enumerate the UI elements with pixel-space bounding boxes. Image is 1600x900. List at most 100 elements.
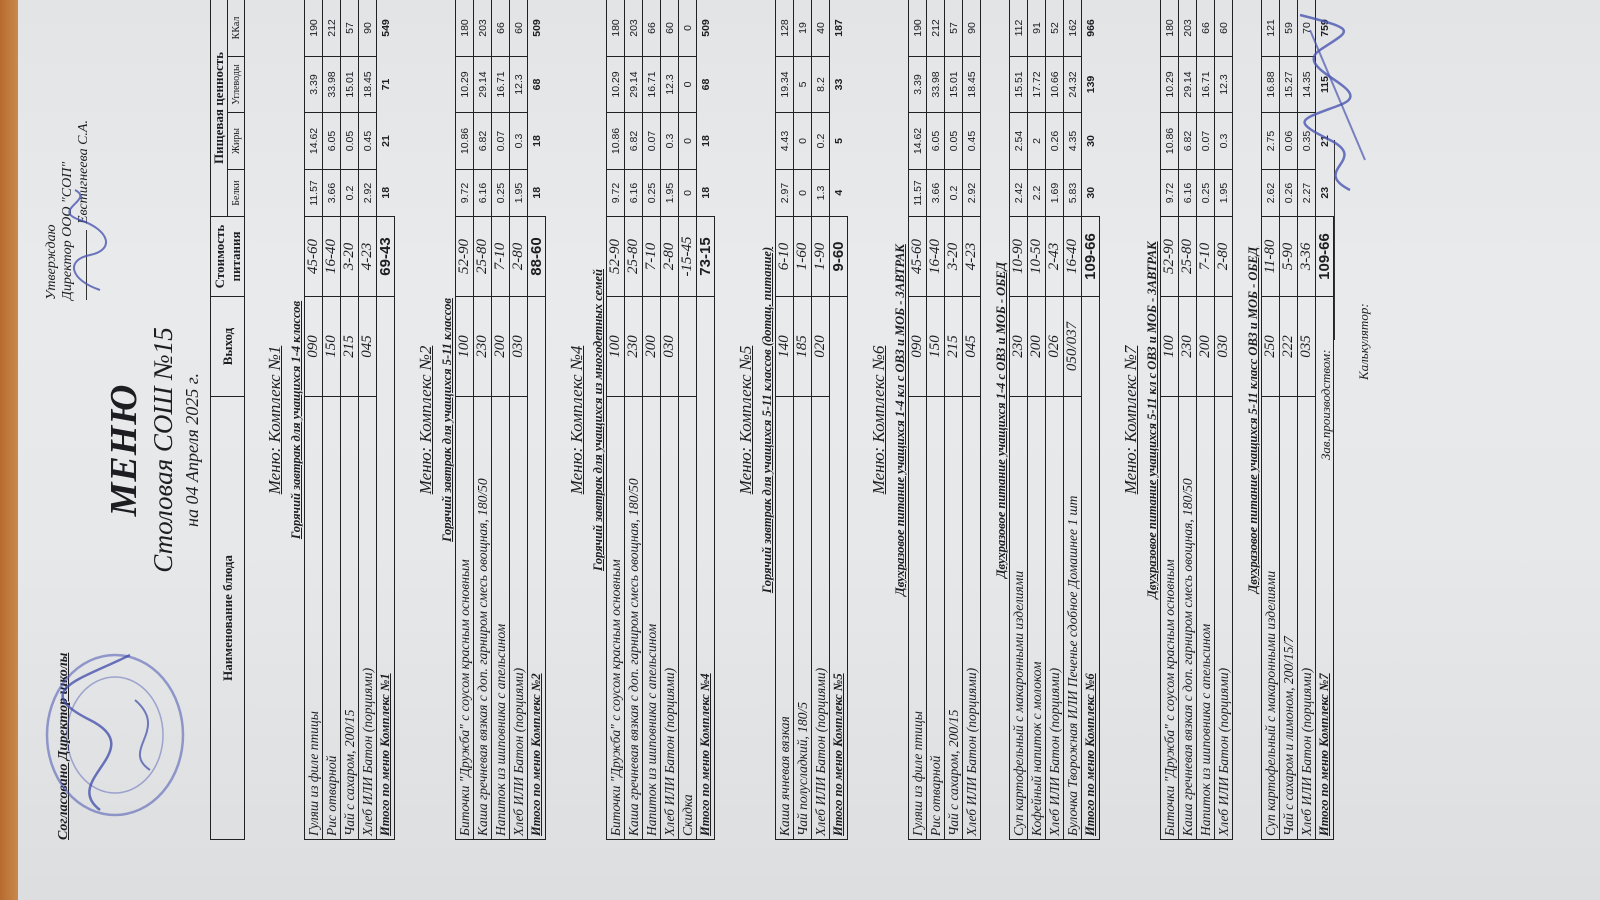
table-row: Чай полусладкий, 180/5 185 1-60 0 0 5 19 bbox=[793, 0, 812, 840]
table-row: Хлеб ИЛИ Батон (порциями) 045 4-23 2.92 0.45… bbox=[358, 0, 377, 840]
dish-output: 026 bbox=[1045, 296, 1064, 397]
dish-kcal: 203 bbox=[1178, 0, 1197, 57]
section-subtitle-text: Двухразовое питание учащихся 1-4 с ОВЗ и… bbox=[994, 261, 1008, 579]
dish-fat: 0.07 bbox=[491, 112, 510, 170]
dish-fat: 10.86 bbox=[606, 112, 625, 170]
menu-items-table: Каша ячневая вязкая 140 6-10 2.97 4.43 19.34 1… bbox=[775, 0, 848, 840]
dish-name: Хлеб ИЛИ Батон (порциями) bbox=[962, 396, 981, 840]
dish-output: 185 bbox=[793, 296, 812, 397]
table-row: Гуляш из филе птицы 090 45-60 11.57 14.62 3.3… bbox=[304, 0, 323, 840]
dish-cost: 7-10 bbox=[491, 216, 510, 297]
dish-fat: 10.86 bbox=[455, 112, 474, 170]
dish-name: Чай с сахаром, 200/15 bbox=[340, 396, 359, 840]
section-subtitle-text: Горячий завтрак для учащихся из многодет… bbox=[591, 269, 605, 572]
total-carbs: 68 bbox=[699, 78, 712, 91]
table-row: Булочка Творожная ИЛИ Печенье сдобное До… bbox=[1063, 0, 1082, 840]
table-row: Суп картофельный с макаронными изделиями… bbox=[1261, 0, 1280, 840]
dish-fat: 2.75 bbox=[1261, 112, 1280, 170]
total-label: Итого по меню Комплекс №1 bbox=[376, 296, 395, 840]
section-subtitle: Горячий завтрак для учащихся из многодет… bbox=[590, 0, 606, 840]
dish-protein: 1.3 bbox=[811, 169, 830, 217]
dish-protein: 0 bbox=[678, 169, 697, 217]
section-subtitle: Двухразовое питание учащихся 1-4 с ОВЗ и… bbox=[981, 0, 1009, 840]
table-row: Биточки "Дружба" с соусом красным основн… bbox=[455, 0, 474, 840]
dish-carbs: 19.34 bbox=[775, 56, 794, 113]
dish-protein: 0.25 bbox=[642, 169, 661, 217]
dish-carbs: 16.71 bbox=[642, 56, 661, 113]
table-row: Каша ячневая вязкая 140 6-10 2.97 4.43 19.34 1… bbox=[775, 0, 794, 840]
header-fat: Жиры bbox=[227, 112, 245, 170]
total-row: Итого по меню Комплекс №1 69-43 18 21 71 549 bbox=[376, 0, 395, 840]
dish-output: 230 bbox=[1178, 296, 1197, 397]
total-row: Итого по меню Комплекс №6 109-66 30 30 139 96… bbox=[1081, 0, 1100, 840]
header-carbs: Углеводы bbox=[227, 56, 245, 113]
dish-fat: 4.43 bbox=[775, 112, 794, 170]
dish-cost: 2-80 bbox=[660, 216, 679, 297]
dish-name: Кофейный напиток с молоком bbox=[1027, 396, 1046, 840]
table-row: Напиток из шиповника с апельсином 200 7-10… bbox=[491, 0, 510, 840]
dish-carbs: 29.14 bbox=[624, 56, 643, 113]
dish-name: Хлеб ИЛИ Батон (порциями) bbox=[358, 396, 377, 840]
dish-name: Хлеб ИЛИ Батон (порциями) bbox=[1297, 396, 1316, 840]
total-kcal: 549 bbox=[379, 19, 392, 37]
dish-carbs: 3.39 bbox=[304, 56, 323, 113]
dish-carbs: 16.71 bbox=[1196, 56, 1215, 113]
dish-protein: 2.42 bbox=[1009, 169, 1028, 217]
dish-fat: 0.3 bbox=[509, 112, 528, 170]
dish-protein: 2.92 bbox=[962, 169, 981, 217]
dish-cost: 10-50 bbox=[1027, 216, 1046, 297]
dish-name: Биточки "Дружба" с соусом красным основн… bbox=[455, 396, 474, 840]
menu-items-table: Гуляш из филе птицы 090 45-60 11.57 14.62 3.3… bbox=[304, 0, 395, 840]
dish-cost: 1-60 bbox=[793, 216, 812, 297]
dish-protein: 0.25 bbox=[491, 169, 510, 217]
menu-items-table: Гуляш из филе птицы 090 45-60 11.57 14.62 3.3… bbox=[908, 0, 981, 840]
table-row: Хлеб ИЛИ Батон (порциями) 030 2-80 1.95 0.3 1… bbox=[660, 0, 679, 840]
document-title: МЕНЮ bbox=[103, 383, 145, 517]
total-protein: 18 bbox=[530, 186, 543, 199]
dish-name: Чай полусладкий, 180/5 bbox=[793, 396, 812, 840]
dish-name: Гуляш из филе птицы bbox=[304, 396, 323, 840]
dish-protein: 1.69 bbox=[1045, 169, 1064, 217]
total-cost: 69-43 bbox=[376, 216, 395, 297]
table-surface-edge bbox=[0, 0, 18, 900]
total-carbs: 33 bbox=[832, 78, 845, 91]
dish-cost: 25-80 bbox=[624, 216, 643, 297]
dish-carbs: 15.01 bbox=[944, 56, 963, 113]
total-cost: 9-60 bbox=[829, 216, 848, 297]
section-subtitle: Двухразовое питание учащихся 5-11 класс … bbox=[1233, 0, 1261, 840]
dish-output: 140 bbox=[775, 296, 794, 397]
dish-output: 230 bbox=[473, 296, 492, 397]
dish-carbs: 12.3 bbox=[1214, 56, 1233, 113]
dish-fat: 10.86 bbox=[1160, 112, 1179, 170]
total-protein: 18 bbox=[699, 186, 712, 199]
production-manager-label: Зав.производством: bbox=[1318, 349, 1333, 460]
section-subtitle-text: Горячий завтрак для учащихся 1-4 классов bbox=[289, 300, 303, 540]
dish-carbs: 16.88 bbox=[1261, 56, 1280, 113]
dish-kcal: 128 bbox=[775, 0, 794, 57]
total-cost: 73-15 bbox=[696, 216, 715, 297]
total-carbs: 139 bbox=[1084, 75, 1097, 94]
dish-carbs: 10.29 bbox=[1160, 56, 1179, 113]
section-subtitle: Двухразовое питание учащихся 1-4 кл с ОВ… bbox=[892, 0, 908, 840]
total-label: Итого по меню Комплекс №2 bbox=[527, 296, 546, 840]
total-fat: 21 bbox=[379, 135, 392, 147]
total-fat: 18 bbox=[699, 135, 712, 147]
table-row: Рис отварной 150 16-40 3.66 6.05 33.98 212 bbox=[926, 0, 945, 840]
dish-cost: 5-90 bbox=[1279, 216, 1298, 297]
complex-title-text: Меню: Комплекс №4 bbox=[567, 345, 586, 495]
dish-kcal: 60 bbox=[660, 0, 679, 57]
dish-protein: 0 bbox=[793, 169, 812, 217]
dish-kcal: 121 bbox=[1261, 0, 1280, 57]
header-output: Выход bbox=[210, 296, 245, 397]
dish-fat: 0.3 bbox=[1214, 112, 1233, 170]
dish-name: Хлеб ИЛИ Батон (порциями) bbox=[660, 396, 679, 840]
dish-name: Каша гречневая вязкая с доп. гарниром см… bbox=[624, 396, 643, 840]
header-protein: Белки bbox=[227, 169, 245, 217]
dish-cost: 25-80 bbox=[473, 216, 492, 297]
dish-kcal: 66 bbox=[1196, 0, 1215, 57]
dish-carbs: 15.51 bbox=[1009, 56, 1028, 113]
dish-fat: 0 bbox=[678, 112, 697, 170]
dish-output: 150 bbox=[926, 296, 945, 397]
dish-carbs: 3.39 bbox=[908, 56, 927, 113]
